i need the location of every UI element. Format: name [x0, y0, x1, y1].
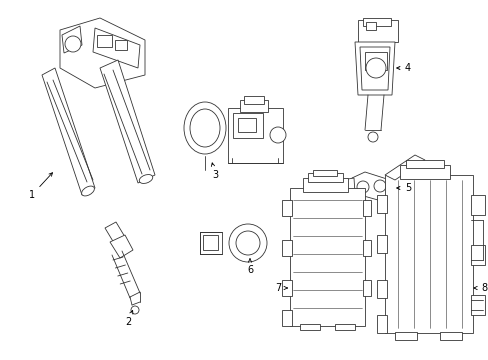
Bar — [97, 35, 112, 47]
Bar — [200, 232, 222, 254]
Bar — [334, 324, 354, 330]
Bar — [376, 315, 386, 333]
Text: 1: 1 — [29, 173, 52, 200]
Circle shape — [365, 58, 385, 78]
Bar — [232, 113, 263, 138]
Circle shape — [373, 180, 385, 192]
Polygon shape — [60, 18, 145, 88]
Bar — [240, 100, 267, 112]
Circle shape — [65, 36, 81, 52]
Polygon shape — [62, 26, 82, 53]
Bar — [303, 178, 347, 192]
Text: 3: 3 — [211, 163, 218, 180]
Bar — [307, 173, 342, 182]
Bar — [470, 195, 484, 215]
Bar — [362, 200, 370, 216]
Polygon shape — [351, 172, 391, 200]
Polygon shape — [341, 178, 354, 193]
Bar — [399, 165, 449, 179]
Bar — [384, 175, 472, 333]
Circle shape — [269, 127, 285, 143]
Polygon shape — [359, 47, 389, 90]
Text: 2: 2 — [124, 310, 133, 327]
Text: 6: 6 — [246, 259, 253, 275]
Polygon shape — [42, 68, 95, 195]
Bar — [289, 188, 364, 326]
Bar — [238, 118, 256, 132]
Text: 4: 4 — [396, 63, 410, 73]
Bar — [203, 235, 218, 250]
Bar — [364, 52, 386, 70]
Bar — [115, 40, 127, 50]
Bar — [362, 18, 390, 26]
Ellipse shape — [228, 224, 266, 262]
Bar — [282, 200, 291, 216]
Polygon shape — [384, 155, 424, 180]
Ellipse shape — [139, 175, 152, 184]
Circle shape — [131, 306, 139, 314]
Bar — [282, 280, 291, 296]
Ellipse shape — [236, 231, 260, 255]
Bar — [365, 22, 375, 30]
Text: 8: 8 — [473, 283, 486, 293]
Bar — [282, 240, 291, 256]
Bar — [394, 332, 416, 340]
Polygon shape — [100, 60, 155, 183]
Bar — [282, 310, 291, 326]
Bar — [376, 195, 386, 213]
Polygon shape — [354, 42, 394, 95]
Bar — [470, 295, 484, 315]
Text: 7: 7 — [274, 283, 287, 293]
Bar — [362, 240, 370, 256]
Circle shape — [367, 132, 377, 142]
Bar — [470, 245, 484, 265]
Polygon shape — [105, 222, 125, 243]
Bar — [362, 280, 370, 296]
Bar — [299, 324, 319, 330]
Polygon shape — [93, 28, 140, 68]
Text: 5: 5 — [396, 183, 410, 193]
Bar — [227, 108, 283, 163]
Ellipse shape — [81, 186, 94, 196]
Bar — [357, 20, 397, 42]
Circle shape — [356, 181, 368, 193]
Bar — [376, 235, 386, 253]
Ellipse shape — [190, 109, 220, 147]
Polygon shape — [110, 235, 133, 258]
Bar — [376, 280, 386, 298]
Bar — [312, 170, 336, 176]
Ellipse shape — [183, 102, 225, 154]
Bar — [405, 160, 443, 168]
Bar — [244, 96, 264, 104]
Bar — [439, 332, 461, 340]
